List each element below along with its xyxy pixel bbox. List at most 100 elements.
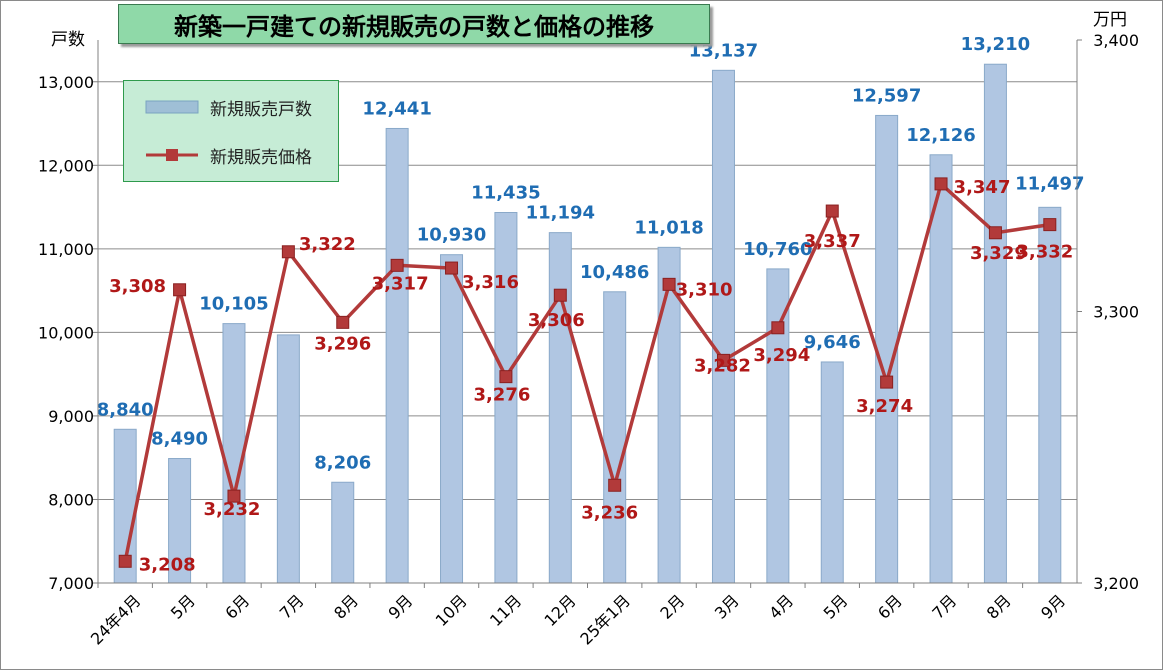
x-tick-label-7: 11月 <box>486 591 525 630</box>
bar-3 <box>276 334 300 584</box>
legend-item-line: 新規販売価格 <box>144 144 312 168</box>
bar-label-13: 9,646 <box>804 332 861 353</box>
price-marker-8 <box>553 288 567 302</box>
price-label-5: 3,317 <box>372 273 429 294</box>
price-marker-4 <box>336 315 350 329</box>
price-marker-17 <box>1043 218 1057 232</box>
legend-line-label: 新規販売価格 <box>210 147 312 168</box>
bar-6 <box>440 254 464 584</box>
price-label-3: 3,322 <box>299 234 356 255</box>
price-label-13: 3,337 <box>804 231 861 252</box>
bar-9 <box>603 291 627 584</box>
legend-bar-label: 新規販売戸数 <box>210 99 312 120</box>
right-axis-ticks: 3,200 3,300 3,400 <box>1077 31 1139 593</box>
left-tick-label-1: 8,000 <box>48 490 94 509</box>
right-tick-label-0: 3,200 <box>1093 574 1139 593</box>
price-line <box>123 182 1051 562</box>
bar-label-0: 8,840 <box>97 399 154 420</box>
price-marker-2 <box>227 489 241 503</box>
left-tick-label-3: 10,000 <box>38 323 94 342</box>
price-label-1: 3,308 <box>109 276 166 297</box>
bar-label-14: 12,597 <box>852 85 921 106</box>
bar-16 <box>983 63 1007 584</box>
price-marker-7 <box>499 370 513 384</box>
price-marker-1 <box>173 283 187 297</box>
x-tick-label-5: 9月 <box>385 591 417 623</box>
left-axis-ticks: 7,000 8,000 9,000 10,000 11,000 12,000 13,000 <box>38 73 98 593</box>
price-marker-5 <box>390 258 404 272</box>
line-data-labels: 3,208 3,308 3,232 3,322 3,296 3,317 3,316 3,276… <box>109 177 1073 575</box>
x-tick-label-4: 8月 <box>330 591 362 623</box>
x-tick-label-15: 7月 <box>928 591 960 623</box>
x-tick-label-13: 5月 <box>820 591 852 623</box>
x-tick-label-2: 6月 <box>221 591 253 623</box>
price-label-2: 3,232 <box>204 499 261 520</box>
price-label-4: 3,296 <box>314 333 371 354</box>
left-axis-unit-label: 戸数 <box>51 30 85 50</box>
price-marker-11 <box>716 353 730 367</box>
bar-label-11: 13,137 <box>689 40 758 61</box>
bar-13 <box>820 361 844 584</box>
left-tick-label-5: 12,000 <box>38 156 94 175</box>
bar-label-12: 10,760 <box>743 239 812 260</box>
bar-8 <box>548 232 572 584</box>
bar-label-7: 11,435 <box>471 183 540 204</box>
bar-label-2: 10,105 <box>199 294 268 315</box>
price-label-11: 3,282 <box>694 355 751 376</box>
price-label-15: 3,347 <box>954 177 1011 198</box>
right-axis-unit-label: 万円 <box>1093 10 1127 30</box>
bar-label-16: 13,210 <box>961 34 1030 55</box>
bar-label-1: 8,490 <box>151 429 208 450</box>
price-label-10: 3,310 <box>676 279 733 300</box>
right-tick-label-2: 3,400 <box>1093 31 1139 50</box>
price-marker-13 <box>825 204 839 218</box>
x-tick-label-1: 5月 <box>167 591 199 623</box>
bar-label-10: 11,018 <box>634 217 703 238</box>
price-label-6: 3,316 <box>462 272 519 293</box>
bar-2 <box>222 323 246 584</box>
x-tick-label-16: 8月 <box>983 591 1015 623</box>
bar-label-8: 11,194 <box>526 203 595 224</box>
chart-title: 新築一戸建ての新規販売の戸数と価格の推移 <box>174 12 654 41</box>
bar-12 <box>766 268 790 584</box>
right-tick-label-1: 3,300 <box>1093 303 1139 322</box>
x-tick-label-12: 4月 <box>765 591 797 623</box>
left-tick-label-2: 9,000 <box>48 407 94 426</box>
price-marker-10 <box>662 277 676 291</box>
bar-data-labels: 8,8408,49010,1058,20612,44110,93011,4351… <box>97 34 1085 473</box>
legend: 新規販売戸数 新規販売価格 <box>123 80 339 182</box>
legend-line-swatch <box>146 149 198 161</box>
bar-15 <box>929 154 953 584</box>
price-marker-14 <box>880 375 894 389</box>
bar-4 <box>331 481 355 584</box>
bar-17 <box>1038 206 1062 584</box>
price-marker-3 <box>281 245 295 259</box>
x-tick-label-0: 24年4月 <box>87 591 145 649</box>
x-tick-label-3: 7月 <box>276 591 308 623</box>
price-marker-16 <box>988 226 1002 240</box>
x-tick-label-11: 3月 <box>711 591 743 623</box>
price-marker-9 <box>608 478 622 492</box>
x-tick-label-14: 6月 <box>874 591 906 623</box>
x-tick-label-10: 2月 <box>656 591 688 623</box>
bar-label-9: 10,486 <box>580 262 649 283</box>
price-marker-12 <box>771 321 785 335</box>
left-tick-label-4: 11,000 <box>38 240 94 259</box>
x-tick-label-17: 9月 <box>1037 591 1069 623</box>
price-label-14: 3,274 <box>856 396 913 417</box>
x-tick-label-8: 12月 <box>540 591 579 630</box>
legend-item-bar: 新規販売戸数 <box>144 96 312 120</box>
bar-series <box>113 63 1062 584</box>
x-tick-label-9: 25年1月 <box>576 591 634 649</box>
price-label-8: 3,306 <box>528 310 585 331</box>
bar-label-5: 12,441 <box>362 98 431 119</box>
price-marker-0 <box>118 554 132 568</box>
price-label-12: 3,294 <box>753 345 810 366</box>
left-tick-label-6: 13,000 <box>38 73 94 92</box>
line-series <box>118 177 1057 568</box>
bar-label-6: 10,930 <box>417 225 486 246</box>
bar-label-15: 12,126 <box>906 125 975 146</box>
price-label-9: 3,236 <box>581 502 638 523</box>
